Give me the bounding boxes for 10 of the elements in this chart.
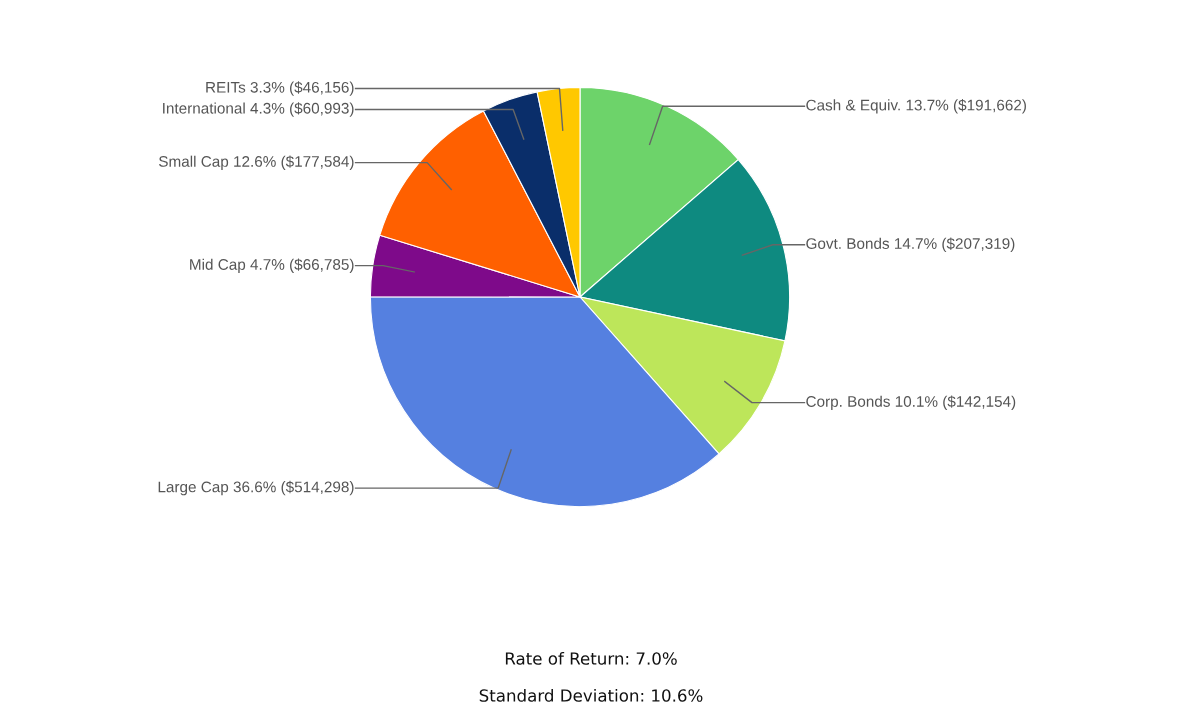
slice-label: REITs 3.3% ($46,156) [206, 81, 354, 96]
text: Standard Deviation: 10.6% [479, 688, 703, 702]
text: Rate of Return: 7.0% [505, 651, 677, 665]
slice-label: Large Cap 36.6% ($514,298) [158, 480, 354, 496]
slice-label: Corp. Bonds 10.1% ($142,154) [806, 395, 1016, 410]
slice-label: Small Cap 12.6% ($177,584) [159, 155, 354, 170]
slice-label: Mid Cap 4.7% ($66,785) [190, 258, 354, 273]
slice-label: Cash & Equiv. 13.7% ($191,662) [806, 99, 1026, 114]
slice-label: International 4.3% ($60,993) [163, 102, 354, 117]
slice-label: Govt. Bonds 14.7% ($207,319) [806, 237, 1015, 252]
